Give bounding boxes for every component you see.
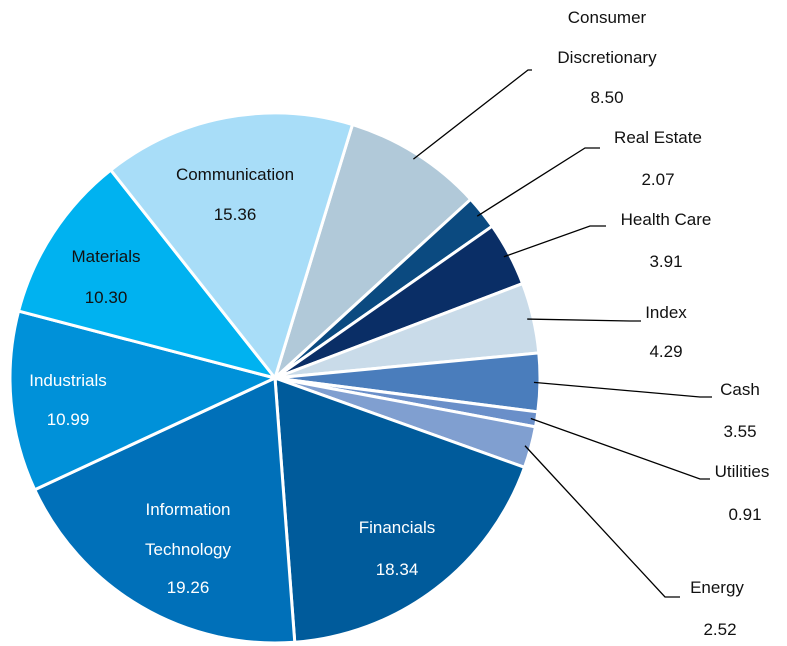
value-label: 10.99 xyxy=(46,410,90,429)
value-label: 2.07 xyxy=(641,170,675,189)
leader-line xyxy=(412,69,532,160)
slice-label: Consumer Discretionary xyxy=(557,8,657,67)
value-label: 4.29 xyxy=(649,342,683,361)
slice-label: Materials xyxy=(71,247,141,266)
slice-label: Information Technology xyxy=(144,500,231,559)
pie-slice xyxy=(32,375,297,645)
value-label: 2.52 xyxy=(703,620,737,639)
leader-line xyxy=(527,318,641,322)
slice-label: Health Care xyxy=(620,210,712,229)
value-label: 3.91 xyxy=(649,252,683,271)
value-label: 19.26 xyxy=(166,578,210,597)
value-label: 15.36 xyxy=(213,205,257,224)
value-label: 8.50 xyxy=(590,88,624,107)
slice-label: Utilities xyxy=(714,462,770,481)
value-label: 3.55 xyxy=(723,422,757,441)
pie-slice xyxy=(273,375,527,644)
pie-slice xyxy=(8,309,280,492)
slice-label: Real Estate xyxy=(614,128,702,147)
slice-label: Industrials xyxy=(29,371,107,390)
value-label: 10.30 xyxy=(84,288,128,307)
slice-label: Communication xyxy=(175,165,295,184)
value-label: 0.91 xyxy=(728,505,762,524)
leader-line xyxy=(533,381,712,398)
slice-label: Index xyxy=(645,303,687,322)
slice-label: Financials xyxy=(358,518,436,537)
value-label: 18.34 xyxy=(375,560,419,579)
pie-slice xyxy=(271,122,473,383)
leader-line xyxy=(530,417,710,480)
pie-slice xyxy=(16,167,279,381)
slice-label: Cash xyxy=(720,380,760,399)
leader-line xyxy=(524,445,680,598)
leader-line xyxy=(476,147,600,217)
pie-slice xyxy=(108,111,355,382)
leader-line xyxy=(503,225,606,258)
slice-label: Energy xyxy=(690,578,744,597)
